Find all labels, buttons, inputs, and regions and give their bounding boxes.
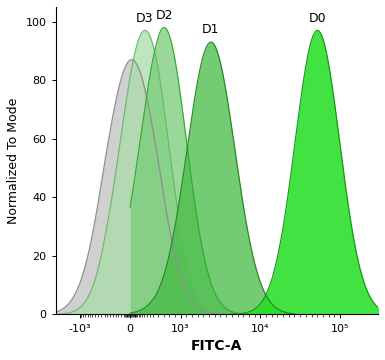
- X-axis label: FITC-A: FITC-A: [191, 339, 243, 353]
- Text: D2: D2: [155, 9, 173, 22]
- Text: D0: D0: [308, 12, 326, 24]
- Text: D1: D1: [202, 23, 220, 36]
- Y-axis label: Normalized To Mode: Normalized To Mode: [7, 98, 20, 224]
- Text: D3: D3: [136, 12, 154, 24]
